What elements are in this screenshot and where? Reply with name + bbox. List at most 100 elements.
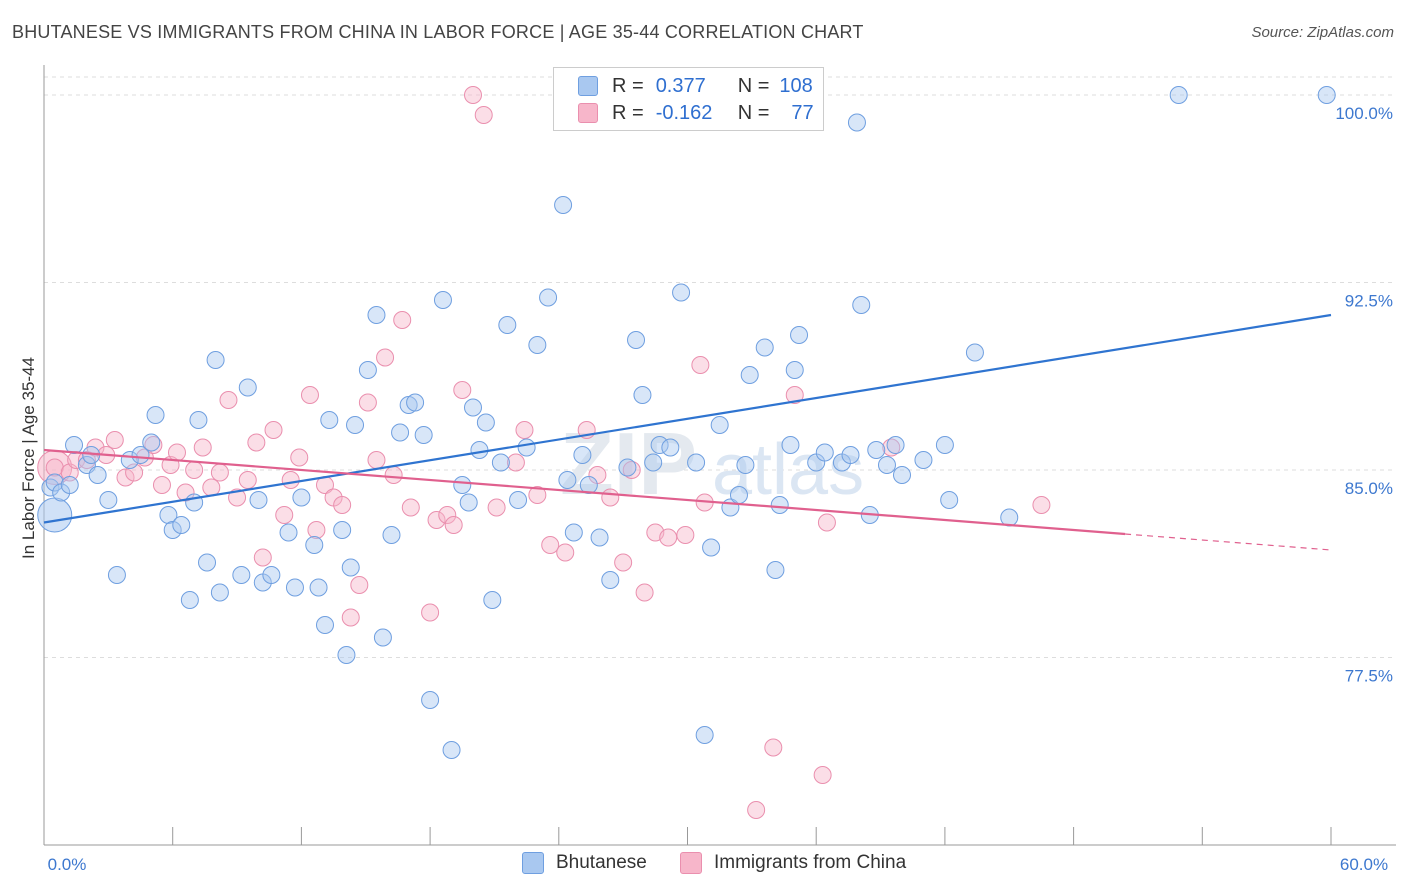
y-axis-label: In Labor Force | Age 35-44 [19,357,38,559]
data-point [228,488,247,507]
data-point [564,523,583,542]
data-point [785,386,804,404]
data-point [159,506,178,524]
data-point [376,348,395,367]
data-point [262,566,281,584]
legend-item-china[interactable]: Immigrants from China [680,852,906,874]
data-point [333,521,352,539]
source-label: Source: ZipAtlas.com [1251,24,1394,41]
legend-label-bhutanese: Bhutanese [556,852,647,873]
data-point [554,196,573,214]
data-point [253,548,272,567]
data-point [893,466,911,484]
data-point [539,288,558,307]
trend-lines [43,313,1332,551]
data-point [695,726,714,744]
legend-r-label: R = [612,74,644,97]
data-point [99,491,118,509]
data-point [414,426,433,444]
x-tick-label-max: 60.0% [1340,855,1388,874]
data-point [442,741,461,759]
data-point [483,591,502,609]
trend-line-extension [1125,533,1332,551]
series-bhutanese [37,86,1336,759]
data-point [590,528,609,547]
data-point [736,456,755,474]
data-point [232,566,251,584]
legend-row-china: R = -0.162 N = 77 [578,100,814,126]
data-point [384,466,403,484]
data-point [702,538,721,557]
data-point [766,561,785,579]
data-point [107,566,126,584]
data-point [144,436,163,454]
data-point [131,446,150,464]
data-point [650,436,669,454]
data-point [886,436,905,454]
data-point [470,441,489,459]
data-point [198,553,217,572]
data-point [841,446,860,464]
data-point [60,476,79,494]
y-tick-label: 77.5% [1345,667,1393,686]
data-point [373,628,392,647]
data-point [315,616,334,634]
data-point [740,366,759,384]
stats-legend: R = 0.377 N = 108 R = -0.162 N = 77 [553,67,824,131]
axes [43,65,1396,846]
data-point [421,691,440,709]
data-point [601,571,620,589]
data-point [464,398,482,417]
legend-swatch-pink [680,852,702,874]
data-point [238,378,257,397]
data-point [210,583,229,602]
data-point [672,283,691,302]
data-point [579,476,598,494]
chart-title: BHUTANESE VS IMMIGRANTS FROM CHINA IN LA… [12,22,864,42]
data-point [333,496,352,514]
legend-n-label: N = [737,101,770,124]
data-point [341,558,360,577]
data-point [506,453,525,472]
data-point [105,431,124,449]
data-point [264,421,283,439]
data-point [45,473,64,492]
data-point [281,471,300,489]
data-point [770,496,789,514]
data-point [487,498,506,517]
data-point [676,526,695,544]
data-point [142,433,161,452]
data-point [116,468,135,487]
legend-item-bhutanese[interactable]: Bhutanese [522,852,647,874]
data-point [453,476,472,494]
data-point [358,361,377,379]
data-point [350,576,369,594]
data-point [687,453,706,472]
data-point [528,486,547,504]
data-point [341,608,360,627]
data-point [877,456,896,474]
data-point [189,411,208,429]
data-point [558,471,577,489]
data-point [815,443,834,462]
legend-swatch-pink [578,103,598,123]
data-point [421,603,440,622]
data-point [337,646,356,664]
data-point [1317,86,1336,104]
data-point [459,493,478,512]
data-point [627,331,646,349]
data-point [146,406,165,424]
tick-labels: 77.5% 85.0% 92.5% 100.0% 0.0% 60.0% [48,104,1393,874]
data-point [691,356,710,374]
y-tick-label: 100.0% [1335,104,1393,123]
legend-r-value: -0.162 [655,101,713,124]
legend-swatch-blue [578,76,598,96]
data-point [935,436,954,454]
data-point [940,491,959,509]
data-point [476,413,495,432]
data-point [790,326,809,344]
data-point [367,451,386,469]
data-point [290,448,309,467]
data-point [659,528,678,547]
